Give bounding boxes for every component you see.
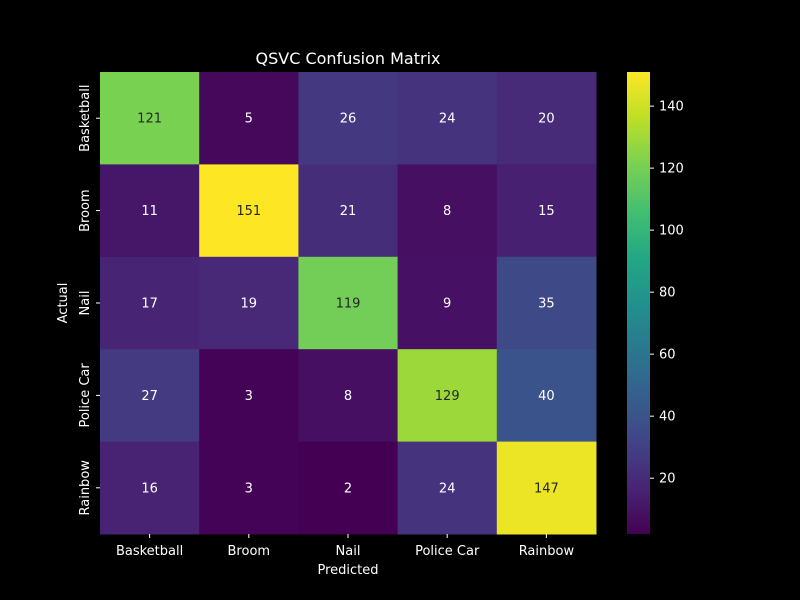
colorbar-tick-label: 120 xyxy=(659,162,684,177)
cell-value-label: 24 xyxy=(439,481,456,496)
cell-value-label: 35 xyxy=(538,297,555,312)
cell-value-label: 21 xyxy=(340,204,357,219)
cell-value-label: 119 xyxy=(336,297,361,312)
heatmap-cell xyxy=(397,72,498,165)
x-tick-label: Rainbow xyxy=(519,544,575,559)
cell-value-label: 40 xyxy=(538,389,555,404)
colorbar-ticks: 20 40 60 80 100 120 140 xyxy=(650,100,684,487)
colorbar-tick-label: 140 xyxy=(659,100,684,115)
heatmap-cell xyxy=(397,349,498,443)
cell-value-label: 15 xyxy=(538,204,555,219)
x-axis-label: Predicted xyxy=(317,563,378,578)
heatmap-cell xyxy=(100,164,200,258)
y-tick-label: Nail xyxy=(78,291,93,316)
cell-value-label: 3 xyxy=(245,389,253,404)
cell-value-label: 11 xyxy=(141,204,158,219)
y-tick-label: Rainbow xyxy=(78,460,93,516)
cell-value-label: 19 xyxy=(241,297,258,312)
cell-value-label: 8 xyxy=(344,389,352,404)
cell-value-label: 3 xyxy=(245,481,253,496)
y-axis-ticks: Basketball Broom Nail Police Car Rainbow xyxy=(78,85,100,516)
heatmap-cell xyxy=(100,256,200,350)
cell-value-label: 24 xyxy=(439,112,456,127)
cell-value-label: 121 xyxy=(137,112,162,127)
heatmap-cell xyxy=(199,349,299,443)
y-tick-label: Basketball xyxy=(78,85,93,152)
heatmap-cell xyxy=(100,441,200,535)
cell-value-label: 2 xyxy=(344,481,352,496)
cell-value-label: 17 xyxy=(141,297,158,312)
colorbar-tick-label: 20 xyxy=(659,472,676,487)
heatmap-cell xyxy=(298,256,399,350)
heatmap-cell xyxy=(496,441,597,535)
heatmap-cell xyxy=(100,349,200,443)
x-tick-label: Broom xyxy=(228,544,271,559)
heatmap-cell xyxy=(199,72,299,165)
heatmap-cell xyxy=(496,72,597,165)
heatmap-cell xyxy=(397,164,498,258)
heatmap-cell xyxy=(496,256,597,350)
chart-title: QSVC Confusion Matrix xyxy=(256,49,441,68)
heatmap-cell xyxy=(298,441,399,535)
cell-value-label: 20 xyxy=(538,112,555,127)
x-tick-label: Basketball xyxy=(116,544,183,559)
heatmap-cell xyxy=(199,164,299,258)
heatmap-cell xyxy=(397,441,498,535)
heatmap-cell xyxy=(100,72,200,165)
y-tick-label: Broom xyxy=(78,189,93,232)
colorbar-tick-label: 100 xyxy=(659,224,684,239)
y-tick-label: Police Car xyxy=(78,363,93,428)
cell-value-label: 151 xyxy=(236,204,261,219)
x-tick-label: Nail xyxy=(336,544,361,559)
y-axis-label: Actual xyxy=(56,283,71,324)
colorbar-tick-label: 80 xyxy=(659,286,676,301)
cell-value-label: 147 xyxy=(534,481,559,496)
colorbar-tick-label: 60 xyxy=(659,348,676,363)
heatmap-cell xyxy=(496,349,597,443)
heatmap-cell xyxy=(298,349,399,443)
cell-value-label: 27 xyxy=(141,389,158,404)
heatmap-cell xyxy=(298,164,399,258)
heatmap-cells: 121 5 26 24 20 11 151 21 8 15 17 19 119 9 35 27 3 8 129 40 1… xyxy=(100,72,597,535)
cell-value-label: 9 xyxy=(443,297,451,312)
cell-value-label: 16 xyxy=(141,481,158,496)
cell-value-label: 26 xyxy=(340,112,357,127)
heatmap-cell xyxy=(199,256,299,350)
colorbar-tick-label: 40 xyxy=(659,410,676,425)
cell-value-label: 8 xyxy=(443,204,451,219)
cell-value-label: 129 xyxy=(435,389,460,404)
heatmap-cell xyxy=(298,72,399,165)
heatmap-cell xyxy=(199,441,299,535)
x-tick-label: Police Car xyxy=(415,544,480,559)
heatmap-cell xyxy=(397,256,498,350)
x-axis-ticks: Basketball Broom Nail Police Car Rainbow xyxy=(116,534,574,559)
heatmap-cell xyxy=(496,164,597,258)
colorbar xyxy=(627,72,650,534)
cell-value-label: 5 xyxy=(245,112,253,127)
